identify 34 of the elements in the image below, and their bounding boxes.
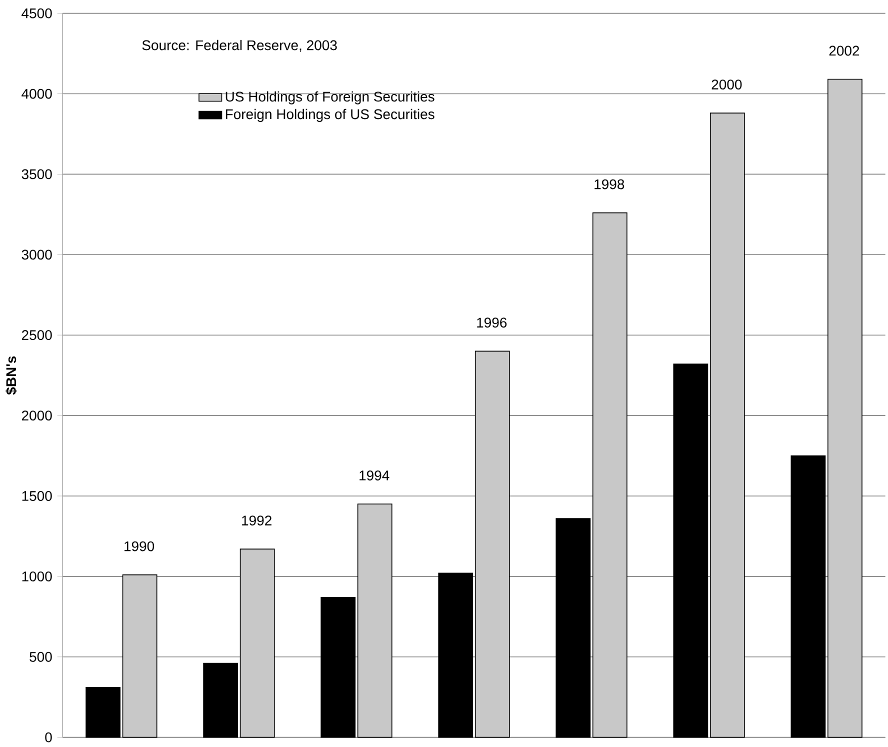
legend-label: US Holdings of Foreign Securities	[226, 91, 434, 104]
bar	[710, 112, 745, 738]
y-tick-label: 2500	[22, 330, 52, 340]
x-tick-label: 1996	[477, 318, 507, 328]
y-tick-label: 1500	[22, 491, 52, 501]
y-tick-label: 500	[30, 652, 52, 662]
y-tick-label: 0	[45, 732, 52, 742]
y-tick-label: 4000	[22, 88, 52, 99]
y-tick-label: 2000	[22, 410, 52, 421]
y-tick-label: 3500	[22, 169, 52, 180]
y-tick-label: 4500	[22, 8, 52, 18]
legend-label: Foreign Holdings of US Securities	[226, 108, 434, 122]
y-axis-title: $BN's	[6, 356, 18, 395]
bar	[203, 662, 238, 738]
bar	[357, 504, 392, 738]
y-tick-label: 3000	[22, 250, 52, 260]
bar	[556, 518, 591, 738]
bar	[790, 455, 826, 738]
bar	[320, 596, 356, 738]
x-tick-label: 1998	[594, 179, 624, 190]
x-tick-label: 1990	[124, 541, 154, 552]
bar	[240, 548, 275, 738]
bar	[474, 350, 510, 738]
y-tick-label: 1000	[22, 572, 52, 582]
x-tick-label: 2002	[829, 46, 860, 56]
bar	[673, 364, 708, 738]
bar	[122, 574, 158, 738]
x-tick-label: 1994	[360, 470, 390, 480]
bar	[86, 687, 120, 738]
bar	[828, 78, 862, 738]
x-tick-label: 1992	[242, 516, 272, 526]
annotation: Source: Federal Reserve, 2003	[142, 40, 337, 52]
bar	[592, 212, 628, 738]
bar	[438, 572, 474, 738]
